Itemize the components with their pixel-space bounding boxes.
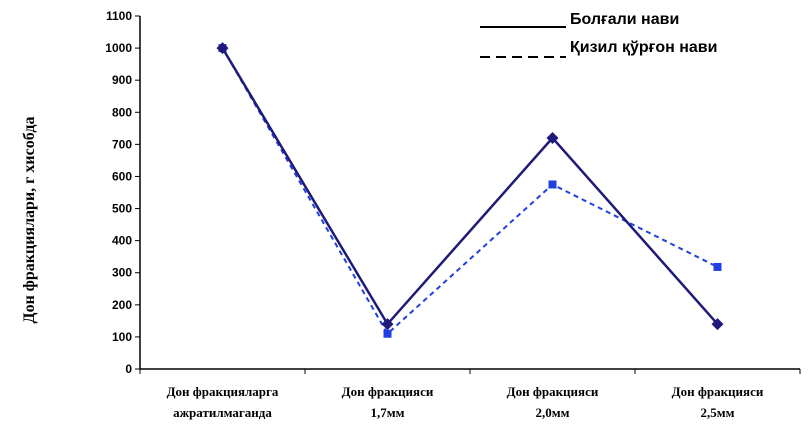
y-tick-label: 200 (112, 298, 132, 312)
y-tick-label: 400 (112, 234, 132, 248)
x-tick-label: Дон фракцияси 2,5мм (672, 384, 764, 420)
data-point-diamond (381, 318, 394, 331)
y-axis-ticks: 0 100 200 300 400 500 600 700 800 900 1000 1100 (105, 9, 140, 376)
data-point-square (713, 262, 722, 271)
legend: Болғали нави Қизил қўрғон нави (480, 11, 717, 58)
y-tick-label: 300 (112, 266, 132, 280)
y-tick-label: 0 (125, 362, 132, 376)
data-point-diamond (546, 131, 559, 144)
x-axis-ticks: Дон фракцияларга ажратилмаганда Дон фракци… (139, 369, 801, 420)
data-point-diamond (216, 42, 229, 55)
series-line-1 (221, 47, 718, 336)
data-point-square (548, 180, 557, 189)
x-tick-label: Дон фракцияси 2,0мм (507, 384, 599, 420)
x-tick-label: Дон фракцияларга ажратилмаганда (167, 384, 279, 420)
y-tick-label: 700 (112, 137, 132, 151)
series-line-0 (221, 47, 719, 327)
y-tick-label: 900 (112, 73, 132, 87)
data-point-diamond (711, 318, 724, 331)
legend-label-bolgali: Болғали нави (570, 11, 679, 28)
legend-label-qizil: Қизил қўрғон нави (570, 39, 717, 56)
y-axis-label: Дон фракциялари, г хисобда (21, 117, 38, 324)
y-tick-label: 500 (112, 202, 132, 216)
series-group (216, 42, 724, 338)
y-tick-label: 800 (112, 105, 132, 119)
y-tick-label: 1100 (106, 9, 132, 23)
data-point-square (383, 329, 392, 338)
y-tick-label: 600 (112, 169, 132, 183)
x-tick-label: Дон фракцияси 1,7мм (342, 384, 434, 420)
axes (139, 16, 800, 370)
y-tick-label: 100 (112, 330, 132, 344)
y-tick-label: 1000 (105, 41, 132, 55)
